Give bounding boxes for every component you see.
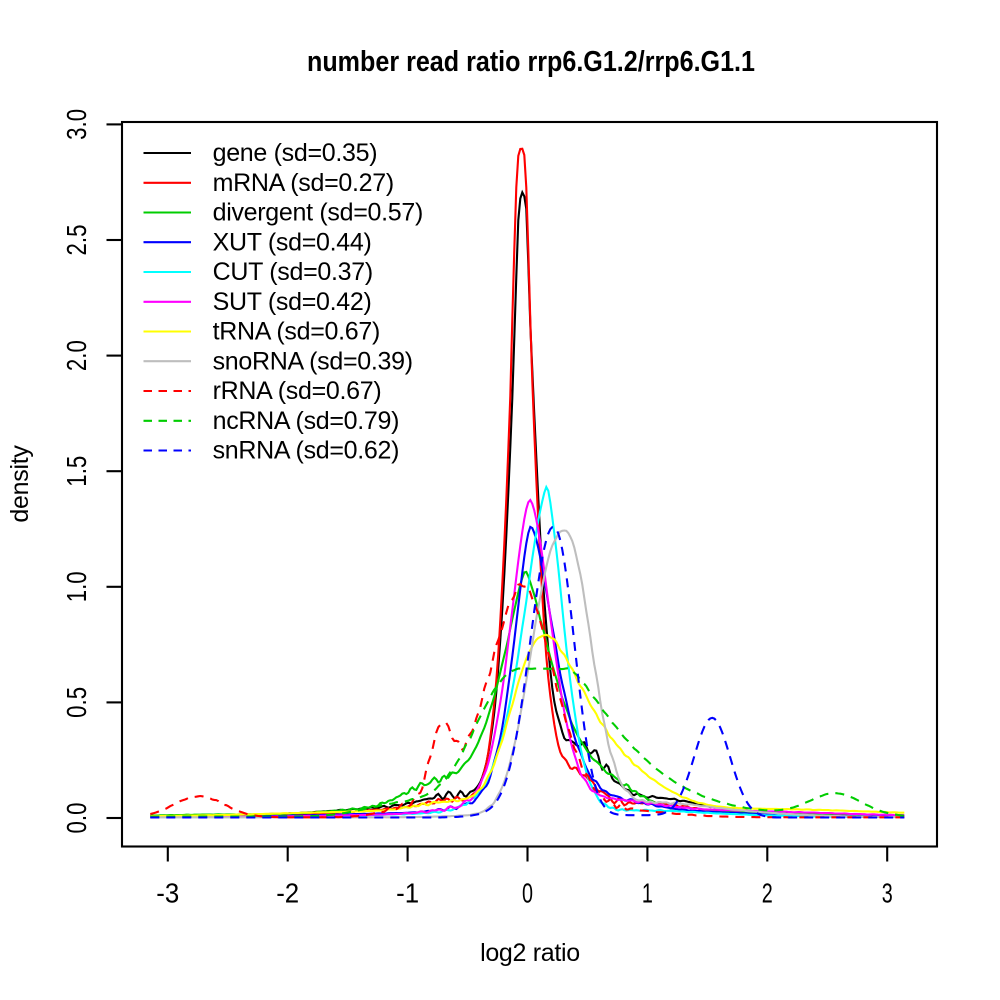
svg-text:-1: -1	[396, 878, 419, 909]
svg-text:2.5: 2.5	[61, 225, 92, 256]
svg-text:3: 3	[882, 878, 893, 909]
svg-text:3.0: 3.0	[61, 109, 92, 140]
svg-text:gene (sd=0.35): gene (sd=0.35)	[213, 139, 378, 167]
svg-text:1.5: 1.5	[61, 456, 92, 487]
svg-text:-2: -2	[276, 878, 299, 909]
svg-text:CUT (sd=0.37): CUT (sd=0.37)	[213, 258, 373, 286]
svg-text:density: density	[6, 445, 34, 523]
svg-text:0.5: 0.5	[61, 687, 92, 718]
svg-text:snRNA (sd=0.62): snRNA (sd=0.62)	[213, 437, 400, 465]
svg-text:XUT (sd=0.44): XUT (sd=0.44)	[213, 228, 372, 256]
svg-text:rRNA (sd=0.67): rRNA (sd=0.67)	[213, 377, 382, 405]
svg-text:tRNA (sd=0.67): tRNA (sd=0.67)	[213, 318, 380, 346]
svg-text:1.0: 1.0	[61, 571, 92, 602]
svg-text:1: 1	[642, 878, 653, 909]
svg-text:2.0: 2.0	[61, 340, 92, 371]
svg-text:log2 ratio: log2 ratio	[480, 939, 580, 967]
svg-text:number read ratio rrp6.G1.2/rr: number read ratio rrp6.G1.2/rrp6.G1.1	[307, 46, 755, 78]
svg-text:SUT (sd=0.42): SUT (sd=0.42)	[213, 288, 372, 316]
svg-text:ncRNA (sd=0.79): ncRNA (sd=0.79)	[213, 407, 400, 435]
svg-text:-3: -3	[156, 878, 179, 909]
svg-text:mRNA (sd=0.27): mRNA (sd=0.27)	[213, 169, 394, 197]
svg-text:0.0: 0.0	[61, 803, 92, 834]
svg-text:divergent (sd=0.57): divergent (sd=0.57)	[213, 199, 423, 227]
svg-text:snoRNA (sd=0.39): snoRNA (sd=0.39)	[213, 347, 413, 375]
svg-text:0: 0	[522, 878, 533, 909]
svg-text:2: 2	[762, 878, 773, 909]
